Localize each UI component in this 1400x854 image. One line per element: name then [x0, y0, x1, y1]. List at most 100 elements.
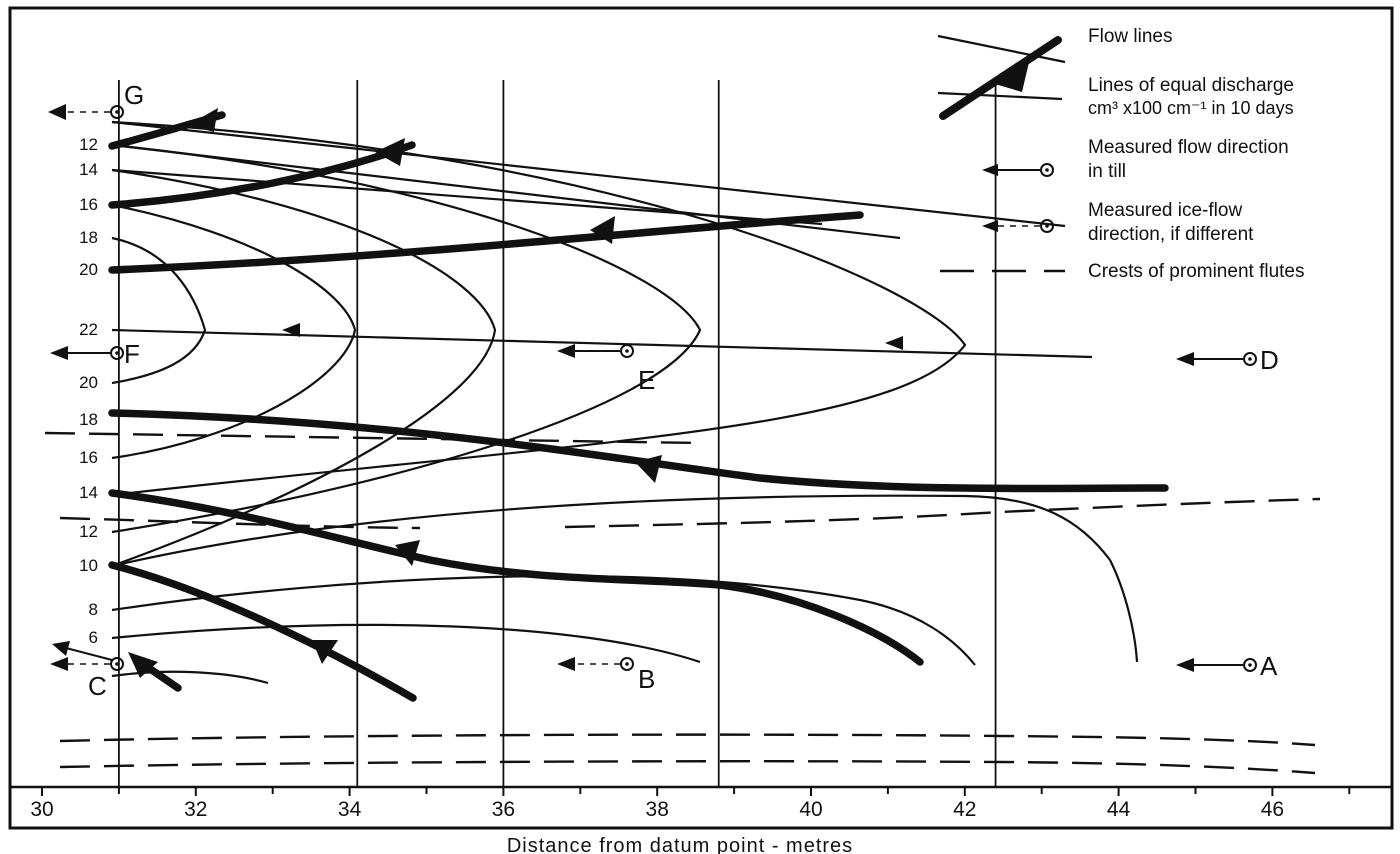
station-g: G — [48, 80, 144, 120]
x-tick-label: 42 — [953, 798, 976, 821]
contour-label: 14 — [79, 483, 98, 502]
arrowhead-icon — [635, 455, 662, 483]
station-label: C — [88, 671, 107, 701]
legend-symbol-thin-line — [937, 91, 1063, 101]
contour-label: 14 — [79, 160, 98, 179]
arrowhead-icon — [282, 323, 300, 337]
flute-crest-line — [59, 733, 1316, 747]
contour-label: 18 — [79, 410, 98, 429]
arrowhead-icon — [128, 652, 158, 678]
arrowhead-icon — [982, 220, 998, 232]
x-tick-label: 34 — [338, 798, 362, 821]
arrowhead-icon — [885, 336, 903, 350]
contour-label: 20 — [79, 373, 98, 392]
equal-discharge-line — [108, 141, 416, 209]
arrowhead-icon — [1176, 352, 1194, 366]
arrowhead-icon — [50, 346, 68, 360]
flow-line — [111, 143, 702, 534]
x-tick-label: 40 — [799, 798, 822, 821]
station-b: B — [557, 657, 655, 694]
legend-item-measured-flow: Measured flow direction in till — [982, 137, 1289, 182]
target-dot — [625, 662, 629, 666]
station-label: F — [124, 339, 140, 369]
arrowhead-icon — [50, 657, 68, 671]
target-dot — [115, 110, 119, 114]
target-dot — [115, 662, 119, 666]
arrowhead-icon — [188, 108, 218, 132]
equal-discharge-lines — [108, 111, 1169, 702]
contour-label: 20 — [79, 260, 98, 279]
flow-line — [111, 494, 1139, 663]
legend-item-equal-discharge: Lines of equal discharge cm³ x100 cm⁻¹ i… — [937, 36, 1294, 120]
legend: Flow lines Lines of equal discharge cm³ … — [937, 26, 1304, 282]
equal-discharge-line — [108, 561, 417, 702]
x-tick-label: 32 — [184, 798, 207, 821]
legend-sublabel: cm³ x100 cm⁻¹ in 10 days — [1088, 98, 1294, 118]
flow-arrowheads — [128, 108, 903, 678]
x-tick-label: 44 — [1107, 798, 1131, 821]
stations: G F E D — [48, 80, 1279, 701]
target-dot — [115, 351, 119, 355]
flow-line — [111, 670, 269, 685]
legend-label: Measured ice-flow — [1088, 200, 1242, 221]
arrowhead-icon — [52, 641, 70, 656]
flute-crest-line — [59, 760, 1316, 775]
equal-discharge-line — [108, 409, 1169, 493]
station-label: G — [124, 80, 144, 110]
flow-line — [111, 623, 701, 664]
arrowhead-icon — [982, 164, 998, 176]
station-c: C — [50, 641, 124, 701]
target-dot — [1045, 168, 1049, 172]
arrowhead-icon — [590, 216, 615, 244]
station-label: A — [1260, 651, 1278, 681]
x-tick-label: 46 — [1261, 798, 1284, 821]
target-dot — [1045, 224, 1049, 228]
legend-label: Crests of prominent flutes — [1088, 261, 1304, 282]
flow-lines — [111, 120, 1139, 685]
x-axis-title: Distance from datum point - metres — [507, 835, 853, 854]
equal-discharge-line — [108, 211, 864, 274]
target-icon — [110, 105, 124, 119]
target-icon — [1040, 163, 1054, 177]
arrowhead-icon — [312, 640, 338, 664]
arrowhead-icon — [48, 104, 66, 120]
target-dot — [625, 349, 629, 353]
arrowhead-icon — [395, 540, 420, 566]
contour-label: 16 — [79, 448, 98, 467]
station-label: D — [1260, 345, 1279, 375]
target-icon — [1040, 219, 1054, 233]
flow-line — [111, 120, 1066, 228]
legend-label: Flow lines — [1088, 26, 1172, 47]
flow-line — [111, 168, 823, 226]
legend-item-flute-crests: Crests of prominent flutes — [940, 261, 1304, 282]
legend-item-flow-lines: Flow lines — [937, 26, 1172, 64]
target-icon — [1243, 352, 1257, 366]
contour-label: 6 — [89, 628, 98, 647]
arrowhead-icon — [557, 344, 575, 358]
station-a: A — [1176, 651, 1278, 681]
legend-symbol-thick-line — [939, 36, 1062, 120]
contour-label: 18 — [79, 228, 98, 247]
legend-item-measured-ice-flow: Measured ice-flow direction, if differen… — [982, 200, 1254, 245]
station-f: F — [50, 339, 140, 369]
flow-line — [111, 328, 1093, 359]
station-label: E — [638, 365, 655, 395]
target-icon — [110, 657, 124, 671]
target-icon — [620, 344, 634, 358]
arrowhead-icon — [995, 58, 1030, 92]
plot-frame — [8, 6, 1394, 830]
legend-sublabel: direction, if different — [1088, 224, 1254, 245]
target-icon — [1243, 658, 1257, 672]
legend-label: Lines of equal discharge — [1088, 75, 1294, 96]
x-tick-label: 30 — [30, 798, 53, 821]
flute-crest-line — [44, 431, 701, 445]
target-icon — [620, 657, 634, 671]
x-axis-ticks: 30 32 34 36 38 40 42 44 46 — [30, 787, 1351, 821]
contour-label: 12 — [79, 522, 98, 541]
arrowhead-icon — [1176, 658, 1194, 672]
legend-label: Measured flow direction — [1088, 137, 1289, 158]
station-e: E — [557, 344, 655, 395]
contour-label: 10 — [79, 556, 98, 575]
flow-line — [111, 236, 207, 385]
station-d: D — [1176, 345, 1279, 375]
